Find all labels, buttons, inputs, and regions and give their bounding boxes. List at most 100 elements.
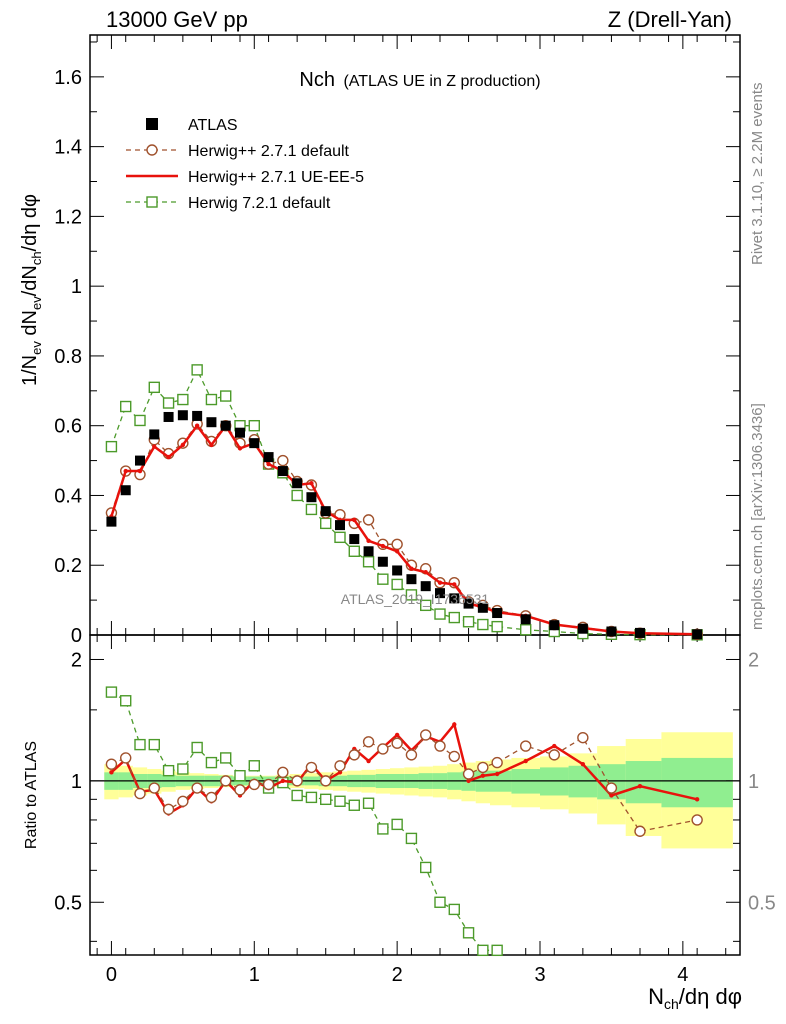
ratio-band-inner xyxy=(625,761,662,804)
main-atlas-point xyxy=(463,598,474,609)
ratio-herwig-7-2-1-default-point xyxy=(420,861,432,874)
main-atlas-point xyxy=(377,556,388,567)
ratio-herwig-2-7-1-default-point xyxy=(334,760,346,772)
main-herwig-7-2-1-default-point xyxy=(448,611,460,624)
main-herwig-2-7-1-ue-ee-5-point xyxy=(152,444,157,449)
ratio-ytick-label: 0.5 xyxy=(54,892,82,914)
main-atlas-point xyxy=(449,593,460,604)
ratio-herwig-2-7-1-default-point xyxy=(162,803,175,816)
main-herwig-2-7-1-ue-ee-5-point xyxy=(137,468,143,474)
ratio-band-inner xyxy=(568,765,598,798)
ratio-herwig-2-7-1-default-point xyxy=(391,737,403,749)
legend-herwig-2-7-1-default-marker xyxy=(146,144,158,156)
ratio-ytick-label-right: 0.5 xyxy=(748,892,776,914)
main-y-axis-label: 1/Nev dNev/dNch/dη dφ xyxy=(19,194,44,386)
ratio-herwig-2-7-1-ue-ee-5-point xyxy=(280,778,286,784)
main-atlas-point xyxy=(149,429,160,440)
main-herwig-2-7-1-ue-ee-5-point xyxy=(194,423,200,428)
main-atlas-point xyxy=(306,492,317,503)
analysis-watermark: ATLAS_2019_I1736531 xyxy=(341,591,490,607)
ratio-herwig-2-7-1-default-point xyxy=(477,761,489,774)
ratio-herwig-2-7-1-default-point xyxy=(405,749,418,761)
ratio-herwig-2-7-1-default-point xyxy=(291,775,303,787)
main-herwig-7-2-1-default-point xyxy=(205,393,218,406)
ratio-herwig-2-7-1-default-point xyxy=(305,761,318,774)
main-herwig-7-2-1-default-point xyxy=(162,397,175,409)
ratio-herwig-2-7-1-default-point xyxy=(577,731,589,744)
ratio-herwig-7-2-1-default-point xyxy=(362,797,375,809)
main-ytick-label: 1.6 xyxy=(54,67,82,89)
ratio-herwig-2-7-1-ue-ee-5-point xyxy=(580,761,586,767)
main-herwig-7-2-1-default-point xyxy=(434,608,446,620)
ratio-herwig-2-7-1-default-point xyxy=(462,768,475,780)
main-herwig-7-2-1-default-point xyxy=(391,578,403,591)
ratio-herwig-7-2-1-default-point xyxy=(134,738,146,751)
main-atlas-point xyxy=(435,588,445,599)
main-herwig-2-7-1-ue-ee-5-point xyxy=(366,538,371,544)
main-herwig-7-2-1-default-point xyxy=(405,589,418,601)
main-atlas-point xyxy=(235,427,245,438)
ratio-herwig-7-2-1-default-point xyxy=(105,686,118,698)
plot-title-sub: (ATLAS UE in Z production) xyxy=(343,73,540,90)
ratio-herwig-7-2-1-default-point xyxy=(248,760,260,772)
main-atlas-point xyxy=(249,438,260,449)
main-atlas-point xyxy=(420,581,431,592)
ratio-herwig-2-7-1-default-point xyxy=(248,778,260,791)
main-herwig-2-7-1-ue-ee-5-point xyxy=(452,582,457,587)
legend-herwig-7-2-1-default-marker xyxy=(146,196,158,208)
ratio-herwig-2-7-1-ue-ee-5-point xyxy=(523,758,528,764)
main-atlas-point xyxy=(692,629,703,640)
ratio-xtick-label: 1 xyxy=(249,964,260,986)
main-atlas-point xyxy=(277,466,288,477)
main-herwig-2-7-1-ue-ee-5-point xyxy=(380,543,386,549)
main-herwig-7-2-1-default-point xyxy=(177,393,189,406)
main-herwig-7-2-1-default-point xyxy=(291,489,303,502)
ratio-herwig-2-7-1-default-point xyxy=(234,784,246,796)
main-herwig-7-2-1-default-point xyxy=(362,556,375,568)
main-atlas-point xyxy=(520,614,531,625)
legend-atlas-marker xyxy=(146,118,158,130)
ratio-herwig-7-2-1-default-line xyxy=(111,691,498,951)
main-herwig-2-7-1-default-point xyxy=(362,514,375,526)
ratio-herwig-2-7-1-default-point xyxy=(134,787,146,800)
main-atlas-point xyxy=(206,417,217,428)
ratio-y-axis-label: Ratio to ATLAS xyxy=(23,741,40,849)
main-herwig-7-2-1-default-point xyxy=(305,503,318,516)
main-ytick-label: 0.2 xyxy=(54,555,82,577)
legend-herwig-2-7-1-default-label: Herwig++ 2.7.1 default xyxy=(188,143,350,160)
main-ytick-label: 1.2 xyxy=(54,206,82,228)
main-herwig-7-2-1-default-point xyxy=(377,573,389,585)
legend-atlas-label: ATLAS xyxy=(188,117,238,134)
series-layer xyxy=(105,364,703,957)
main-atlas-point xyxy=(220,420,231,431)
ratio-herwig-7-2-1-default-point xyxy=(348,799,360,811)
ratio-xtick-label: 2 xyxy=(392,964,403,986)
main-herwig-2-7-1-ue-ee-5-line xyxy=(110,423,698,636)
main-ytick-label: 0 xyxy=(71,625,82,647)
ratio-herwig-7-2-1-default-point xyxy=(148,738,160,751)
ratio-herwig-7-2-1-default-point xyxy=(177,763,189,775)
ratio-herwig-7-2-1-default-point xyxy=(491,944,503,957)
ratio-herwig-2-7-1-default-point xyxy=(105,758,118,770)
main-herwig-7-2-1-default-point xyxy=(148,381,160,394)
ratio-herwig-2-7-1-default-point xyxy=(520,740,532,752)
main-atlas-point xyxy=(349,534,360,545)
ratio-herwig-2-7-1-ue-ee-5-line xyxy=(110,721,698,816)
ratio-herwig-2-7-1-default-point xyxy=(634,825,646,837)
main-herwig-2-7-1-ue-ee-5-point xyxy=(209,442,214,448)
ratio-herwig-2-7-1-default-point xyxy=(434,740,446,752)
main-atlas-point xyxy=(177,410,188,421)
main-ytick-label: 0.6 xyxy=(54,416,82,438)
ratio-herwig-7-2-1-default-point xyxy=(405,832,418,845)
ratio-herwig-2-7-1-ue-ee-5-point xyxy=(452,722,457,727)
ratio-herwig-7-2-1-default-point xyxy=(191,741,203,754)
ratio-herwig-2-7-1-default-point xyxy=(691,814,703,826)
main-herwig-2-7-1-ue-ee-5-point xyxy=(237,446,243,451)
ratio-herwig-7-2-1-default-point xyxy=(334,795,346,807)
main-atlas-point xyxy=(606,626,617,637)
ratio-herwig-2-7-1-default-point xyxy=(220,775,232,787)
rivet-label: Rivet 3.1.10, ≥ 2.2M events xyxy=(749,83,766,266)
main-herwig-2-7-1-default-point xyxy=(277,454,289,467)
ratio-herwig-7-2-1-default-point xyxy=(377,823,389,835)
ratio-herwig-7-2-1-default-point xyxy=(291,789,303,802)
